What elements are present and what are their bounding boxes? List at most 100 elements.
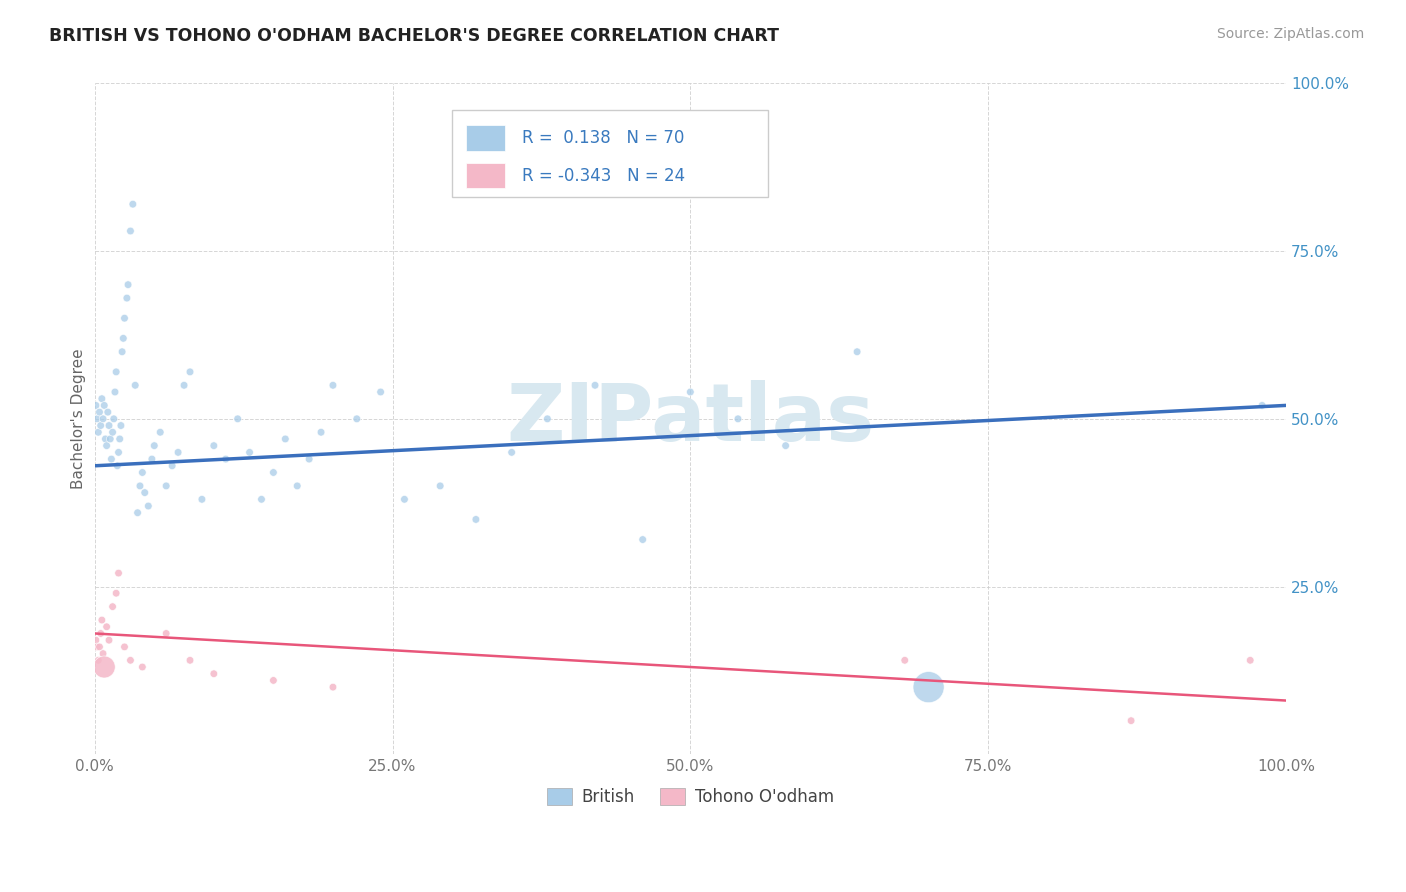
Point xyxy=(89,640,111,654)
Point xyxy=(679,384,702,399)
Text: R =  0.138   N = 70: R = 0.138 N = 70 xyxy=(523,129,685,147)
Point xyxy=(298,452,321,467)
Point xyxy=(124,378,146,392)
Point xyxy=(917,680,939,694)
Point xyxy=(309,425,332,440)
Point xyxy=(285,479,308,493)
Point xyxy=(90,418,112,433)
Point xyxy=(111,344,134,359)
FancyBboxPatch shape xyxy=(467,163,505,188)
Point xyxy=(429,479,451,493)
Point xyxy=(394,492,416,507)
Legend: British, Tohono O'odham: British, Tohono O'odham xyxy=(540,781,841,813)
Point xyxy=(179,653,201,667)
Point xyxy=(96,620,118,634)
Point xyxy=(1239,653,1261,667)
Text: ZIPatlas: ZIPatlas xyxy=(506,380,875,458)
Point xyxy=(112,331,135,345)
Point xyxy=(141,452,163,467)
Point xyxy=(101,599,124,614)
Point xyxy=(114,311,136,326)
Point xyxy=(107,566,129,580)
Point xyxy=(86,412,108,426)
FancyBboxPatch shape xyxy=(467,126,505,151)
Point xyxy=(84,398,107,412)
Point xyxy=(155,479,177,493)
Point xyxy=(91,647,114,661)
Point xyxy=(90,613,112,627)
Point xyxy=(322,680,344,694)
Point xyxy=(93,660,115,674)
Point xyxy=(103,412,125,426)
Point xyxy=(90,392,112,406)
Point xyxy=(108,432,131,446)
Point xyxy=(727,412,749,426)
Point xyxy=(370,384,392,399)
Point xyxy=(202,666,225,681)
Point xyxy=(105,458,128,473)
Point xyxy=(86,640,108,654)
Point xyxy=(136,499,159,513)
Point xyxy=(322,378,344,392)
Point xyxy=(98,432,121,446)
Point xyxy=(117,277,139,292)
Point xyxy=(274,432,297,446)
Text: Source: ZipAtlas.com: Source: ZipAtlas.com xyxy=(1216,27,1364,41)
Point xyxy=(127,506,149,520)
Point xyxy=(104,384,127,399)
Point xyxy=(98,418,121,433)
Point xyxy=(97,405,120,419)
Point xyxy=(262,673,284,688)
Point xyxy=(215,452,238,467)
Point xyxy=(160,458,183,473)
Point xyxy=(173,378,195,392)
Point xyxy=(1251,398,1274,412)
Point xyxy=(536,412,558,426)
Point xyxy=(87,653,110,667)
Point xyxy=(631,533,654,547)
Point xyxy=(84,633,107,648)
Point xyxy=(143,439,166,453)
Point xyxy=(179,365,201,379)
Point xyxy=(149,425,172,440)
Point xyxy=(110,418,132,433)
Point xyxy=(98,633,121,648)
Point xyxy=(134,485,156,500)
Point xyxy=(129,479,152,493)
Y-axis label: Bachelor's Degree: Bachelor's Degree xyxy=(72,349,86,489)
Point xyxy=(101,425,124,440)
Point xyxy=(167,445,190,459)
Point xyxy=(893,653,915,667)
Point xyxy=(464,512,486,526)
Point xyxy=(96,439,118,453)
Point xyxy=(202,439,225,453)
Text: R = -0.343   N = 24: R = -0.343 N = 24 xyxy=(523,167,686,185)
Point xyxy=(155,626,177,640)
Point xyxy=(107,445,129,459)
Point xyxy=(775,439,797,453)
Point xyxy=(121,197,143,211)
Point xyxy=(501,445,523,459)
Point xyxy=(115,291,138,305)
Point xyxy=(94,432,117,446)
Point xyxy=(346,412,368,426)
Point xyxy=(239,445,262,459)
Point xyxy=(120,224,142,238)
Point xyxy=(583,378,606,392)
FancyBboxPatch shape xyxy=(453,111,768,197)
Point xyxy=(105,365,128,379)
Point xyxy=(1119,714,1142,728)
Point xyxy=(90,626,112,640)
Point xyxy=(120,653,142,667)
Point xyxy=(131,660,153,674)
Point xyxy=(131,466,153,480)
Point xyxy=(114,640,136,654)
Text: BRITISH VS TOHONO O'ODHAM BACHELOR'S DEGREE CORRELATION CHART: BRITISH VS TOHONO O'ODHAM BACHELOR'S DEG… xyxy=(49,27,779,45)
Point xyxy=(262,466,284,480)
Point xyxy=(89,405,111,419)
Point xyxy=(846,344,869,359)
Point xyxy=(87,425,110,440)
Point xyxy=(105,586,128,600)
Point xyxy=(100,452,122,467)
Point xyxy=(93,398,115,412)
